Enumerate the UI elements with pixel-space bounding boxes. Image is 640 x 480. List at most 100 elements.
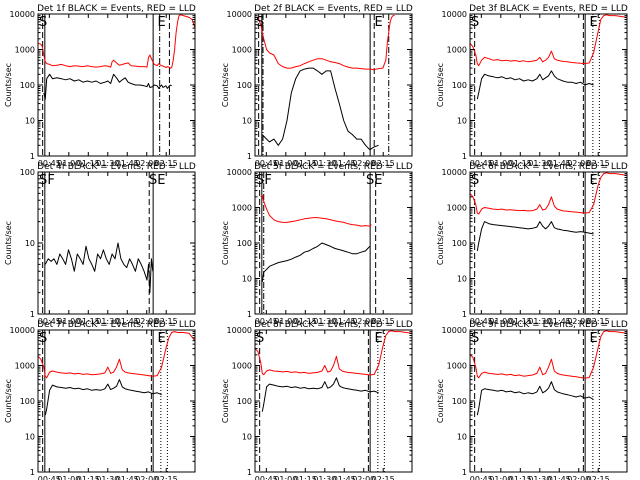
x-tick-label: 00:45 [470,475,493,480]
series-line-lld [470,172,627,215]
plot-area [255,330,412,472]
x-tick-label: 01:15 [77,475,100,480]
annotation-label: S [39,173,47,188]
x-tick-label: 02:00 [352,317,375,326]
series-line-events [44,379,162,416]
panel-title: Det 2f BLACK = Events, RED = LLD [254,4,413,14]
series-line-lld [255,15,395,71]
annotation-label: E [157,331,165,346]
series-line-lld [470,330,627,379]
annotation-label: S [471,15,479,30]
y-axis-label: Counts/sec [221,63,230,107]
x-tick-label: 01:30 [313,317,336,326]
plot-area [470,330,627,472]
y-tick-label: 1 [30,152,35,161]
panel-grid: Det 1f BLACK = Events, RED = LLD00:4501:… [4,4,628,480]
annotation-label: S [471,173,479,188]
y-tick-label: 1000 [15,362,35,371]
series-line-events [261,377,379,412]
y-tick-label: 1000 [447,204,467,213]
x-tick-label: 01:45 [548,317,571,326]
plot-area [259,172,377,314]
y-tick-label: 100 [237,397,252,406]
x-tick-label: 00:45 [38,475,61,480]
y-tick-label: 10 [242,433,252,442]
y-tick-label: 1000 [447,362,467,371]
x-tick-label: 02:15 [587,159,610,168]
y-tick-label: 100 [20,81,35,90]
y-tick-label: 10000 [227,326,252,335]
series-line-lld [260,194,372,227]
x-tick-label: 02:15 [587,475,610,480]
x-tick-label: 00:45 [255,159,278,168]
panel-title: Det 6f BLACK = Events, RED = LLD [469,162,628,172]
series-line-lld [255,330,412,376]
y-tick-label: 1 [247,152,252,161]
x-tick-label: 01:00 [274,475,297,480]
y-tick-label: 1000 [15,46,35,55]
x-tick-label: 02:15 [155,317,178,326]
x-tick-label: 01:15 [294,159,317,168]
y-axis-label: Counts/sec [436,379,445,423]
y-axis-label: Counts/sec [4,63,13,107]
x-tick-label: 01:15 [509,475,532,480]
x-tick-label: 01:00 [489,475,512,480]
x-tick-label: 01:45 [548,475,571,480]
x-tick-label: 01:30 [528,475,551,480]
panel-title: Det 8f BLACK = Events, RED = LLD [254,320,413,330]
x-tick-label: 01:00 [489,317,512,326]
annotation-label: SE [366,173,382,188]
y-tick-label: 10000 [442,168,467,177]
x-tick-label: 01:45 [333,317,356,326]
series-line-lld [470,14,627,67]
x-tick-label: 02:15 [155,159,178,168]
plot-area [470,14,627,156]
series-line-events [476,221,594,251]
y-tick-label: 1 [30,310,35,319]
x-tick-label: 01:30 [313,475,336,480]
x-tick-label: 00:45 [38,159,61,168]
annotation-label: E [374,331,382,346]
series-line-events [476,70,594,100]
chart-panel-9f: Det 9f BLACK = Events, RED = LLD00:4501:… [436,320,628,480]
y-tick-label: 10 [25,433,35,442]
annotation-label: SE [149,173,165,188]
series-line-lld [38,331,195,379]
y-tick-label: 10000 [442,10,467,19]
x-tick-label: 01:15 [294,475,317,480]
annotation-label: S [471,331,479,346]
y-tick-label: 10000 [10,326,35,335]
x-tick-label: 02:00 [567,159,590,168]
series-line-events [261,242,371,282]
annotation-label: S [39,15,47,30]
plot-area [255,14,395,156]
annotation-label: S [256,15,264,30]
y-tick-label: 10 [25,239,35,248]
y-tick-label: 10000 [227,10,252,19]
x-tick-label: 02:15 [372,475,395,480]
y-tick-label: 100 [452,397,467,406]
series-line-events [43,73,172,100]
annotation-label: E [374,15,382,30]
x-tick-label: 01:30 [96,317,119,326]
x-tick-label: 01:30 [96,475,119,480]
x-tick-label: 00:45 [470,159,493,168]
x-tick-label: 01:45 [116,475,139,480]
x-tick-label: 01:45 [116,317,139,326]
plot-area [42,172,154,314]
y-axis-label: Counts/sec [221,379,230,423]
panel-title: Det 3f BLACK = Events, RED = LLD [469,4,628,14]
x-tick-label: 02:15 [155,475,178,480]
y-tick-label: 1000 [447,46,467,55]
y-tick-label: 10 [457,275,467,284]
panel-title: Det 1f BLACK = Events, RED = LLD [37,4,196,14]
x-tick-label: 01:00 [57,475,80,480]
chart-panel-4f: Det 4f BLACK = Events, RED = LLD00:4501:… [4,162,196,326]
plot-area [470,172,627,314]
x-tick-label: 00:45 [255,317,278,326]
annotation-label: F [264,173,271,188]
y-tick-label: 100 [452,239,467,248]
chart-panel-2f: Det 2f BLACK = Events, RED = LLD 00:45 01:… [221,4,413,168]
